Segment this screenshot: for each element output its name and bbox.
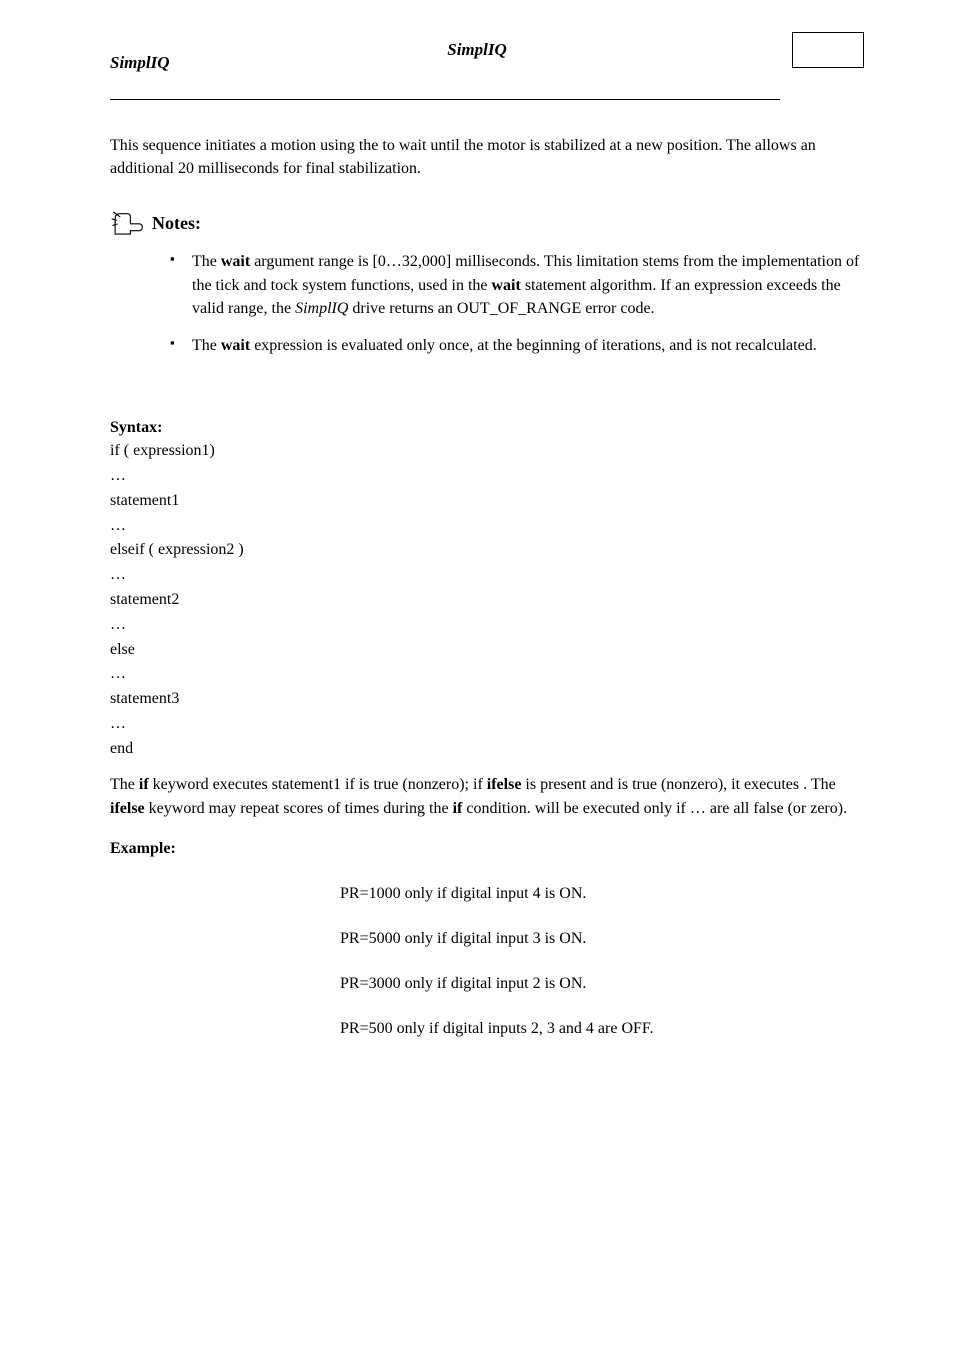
intro-paragraph: This sequence initiates a motion using t…	[110, 134, 864, 180]
code-l1: if ( expression1)	[110, 439, 864, 464]
d-kw4: if	[453, 800, 463, 817]
syntax-label: Syntax:	[110, 419, 864, 437]
b2-seg2: expression is evaluated only once, at th…	[250, 337, 817, 354]
d-kw2: ifelse	[487, 776, 522, 793]
if-description-paragraph: The if keyword executes statement1 if is…	[110, 773, 864, 819]
intro-seg2: to wait until the motor is stabilized at…	[382, 137, 755, 154]
b1-seg1: The	[192, 253, 221, 270]
header-page-box	[792, 32, 864, 68]
d-seg3: is true (nonzero); if	[359, 776, 487, 793]
code-l8: …	[110, 613, 864, 638]
intro-seg1: This sequence initiates a motion using t…	[110, 137, 382, 154]
header-center-title: SimplIQ	[447, 40, 507, 60]
b1-seg4: drive returns an OUT_OF_RANGE error code…	[348, 300, 654, 317]
notes-bullet-1: The wait argument range is [0…32,000] mi…	[170, 250, 864, 320]
b1-kw2: wait	[492, 277, 521, 294]
example-line-3: PR=3000 only if digital input 2 is ON.	[110, 972, 864, 995]
d-kw3: ifelse	[110, 800, 145, 817]
code-l2: …	[110, 464, 864, 489]
example-line-2: PR=5000 only if digital input 3 is ON.	[110, 927, 864, 950]
code-l6: …	[110, 563, 864, 588]
code-l3: statement1	[110, 489, 864, 514]
code-l10: …	[110, 662, 864, 687]
code-l12: …	[110, 712, 864, 737]
notes-bullet-list: The wait argument range is [0…32,000] mi…	[110, 250, 864, 357]
notes-label: Notes:	[152, 213, 201, 234]
d-seg7: keyword may repeat scores of times durin…	[145, 800, 453, 817]
d-seg9: will be executed only if	[535, 800, 690, 817]
header-left-title: SimplIQ	[110, 53, 170, 73]
d-seg11: are all false (or zero).	[710, 800, 847, 817]
d-seg1: The	[110, 776, 139, 793]
b2-kw1: wait	[221, 337, 250, 354]
code-l5: elseif ( expression2 )	[110, 538, 864, 563]
example-line-4: PR=500 only if digital inputs 2, 3 and 4…	[110, 1017, 864, 1040]
syntax-code-block: if ( expression1) … statement1 … elseif …	[110, 439, 864, 761]
example-line-1: PR=1000 only if digital input 4 is ON.	[110, 882, 864, 905]
code-l7: statement2	[110, 588, 864, 613]
code-l9: else	[110, 638, 864, 663]
d-seg2: keyword executes statement1 if	[149, 776, 359, 793]
d-kw1: if	[139, 776, 149, 793]
example-label: Example:	[110, 840, 864, 858]
notes-heading-row: Notes:	[110, 208, 864, 238]
code-l11: statement3	[110, 687, 864, 712]
b1-it1: SimplIQ	[295, 300, 348, 317]
b1-kw1: wait	[221, 253, 250, 270]
d-seg5: is true (nonzero), it executes	[617, 776, 803, 793]
d-seg4: is present and	[521, 776, 617, 793]
d-seg8: condition.	[462, 800, 534, 817]
code-l4: …	[110, 514, 864, 539]
d-seg10: …	[690, 800, 710, 817]
d-seg6: . The	[803, 776, 836, 793]
page-header: SimplIQ SimplIQ	[110, 40, 864, 77]
code-l13: end	[110, 737, 864, 762]
b2-seg1: The	[192, 337, 221, 354]
hand-pointing-icon	[110, 208, 144, 238]
notes-bullet-2: The wait expression is evaluated only on…	[170, 334, 864, 357]
